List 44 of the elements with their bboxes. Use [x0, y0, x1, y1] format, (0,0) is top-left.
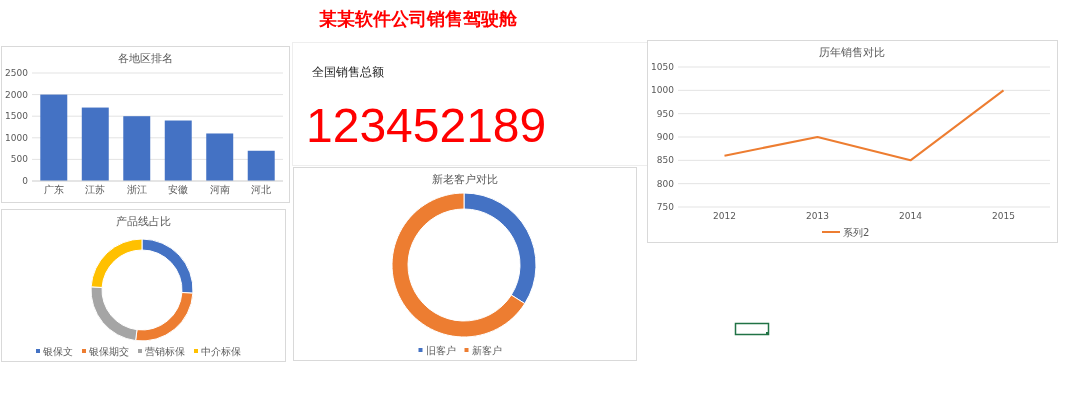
bar [164, 120, 192, 181]
legend-label: 旧客户 [425, 344, 456, 356]
y-tick-label: 1050 [651, 62, 675, 72]
y-tick-label: 1500 [5, 111, 29, 122]
y-tick-label: 900 [656, 132, 675, 142]
chart-title: 各地区排名 [117, 52, 173, 65]
chart-title: 产品线占比 [115, 215, 171, 228]
x-tick-label: 2015 [992, 211, 1015, 221]
y-tick-label: 850 [656, 155, 675, 166]
legend-label: 营销标保 [145, 345, 185, 357]
y-tick-label: 1000 [5, 132, 29, 143]
legend-label: 中介标保 [201, 345, 241, 357]
text: 123452189 [306, 99, 547, 152]
x-tick-label: 2013 [806, 211, 829, 221]
chart-title: 新老客户对比 [431, 173, 498, 186]
y-tick-label: 1000 [651, 85, 675, 96]
x-tick-label: 河北 [251, 184, 272, 195]
x-tick-label: 2012 [713, 211, 736, 221]
legend-label: 新客户 [471, 344, 502, 356]
x-tick-label: 2014 [899, 211, 923, 221]
line-series [723, 89, 1005, 162]
legend-label: 银保期交 [88, 345, 129, 357]
x-tick-label: 河南 [209, 184, 230, 195]
x-tick-label: 广东 [43, 184, 64, 195]
legend-label: 银保文 [42, 345, 73, 357]
x-tick-label: 江苏 [85, 184, 106, 195]
text: 某某软件公司销售驾驶舱 [318, 8, 518, 29]
y-tick-label: 800 [656, 178, 675, 189]
y-tick-label: 500 [10, 154, 29, 165]
bar [40, 94, 68, 181]
y-tick-label: 0 [22, 176, 29, 186]
y-tick-label: 2000 [5, 89, 29, 100]
text: 全国销售总额 [312, 65, 384, 79]
bar [81, 107, 109, 181]
bar [206, 133, 234, 181]
bar [247, 150, 275, 181]
y-tick-label: 950 [656, 108, 675, 119]
x-tick-label: 浙江 [126, 184, 147, 195]
chart-title: 历年销售对比 [819, 46, 885, 59]
bar [123, 116, 151, 181]
y-tick-label: 750 [656, 202, 675, 212]
x-tick-label: 安徽 [168, 184, 189, 195]
y-tick-label: 2500 [5, 68, 29, 78]
legend-label: 系列2 [843, 226, 870, 238]
